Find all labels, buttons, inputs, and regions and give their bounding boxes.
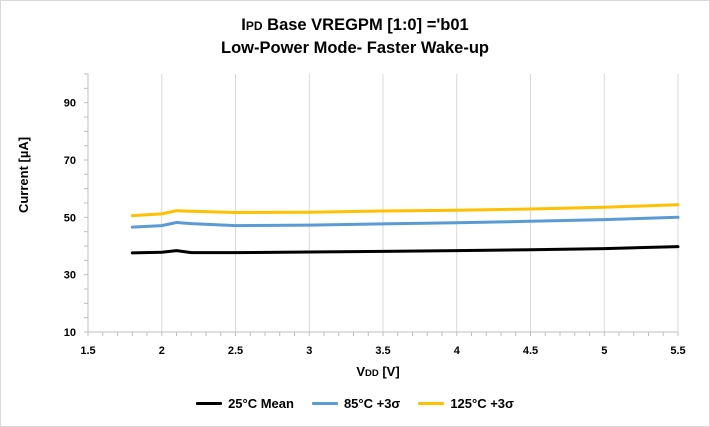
chart-title-line-1: IPD Base VREGPM [1:0] ='b01 <box>0 14 710 37</box>
legend-item-25c: 25°C Mean <box>196 396 294 411</box>
x-axis-label: VDD [V] <box>356 364 399 379</box>
legend-item-85c: 85°C +3σ <box>311 396 401 411</box>
y-axis-label: Current [µA] <box>16 137 31 213</box>
y-tick-label: 50 <box>64 212 76 224</box>
legend-label-125c: 125°C +3σ <box>450 396 514 411</box>
y-tick-label: 70 <box>64 155 76 167</box>
title-subscript: PD <box>245 19 263 33</box>
y-tick-label: 30 <box>64 270 76 282</box>
x-tick-label: 5.5 <box>670 345 685 357</box>
x-tick-label: 2.5 <box>228 345 243 357</box>
legend-label-25c: 25°C Mean <box>228 396 294 411</box>
x-tick-label: 3 <box>306 345 312 357</box>
series-line-2 <box>130 203 680 218</box>
series-line-0 <box>130 245 680 255</box>
x-tick-label: 1.5 <box>80 345 95 357</box>
tick-labels: 10 30 50 70 90 1.5 2 2.5 3 3.5 4 4.5 5 5.5 <box>64 98 686 357</box>
title-prefix: I <box>241 16 246 34</box>
x-tick-label: 4.5 <box>523 345 538 357</box>
title-rest: Base VREGPM [1:0] ='b01 <box>262 16 469 34</box>
series-line-1 <box>130 215 680 229</box>
legend-swatch-25c <box>196 402 223 405</box>
x-label-rest: [V] <box>379 364 400 379</box>
axes <box>84 73 679 336</box>
x-tick-label: 2 <box>159 345 165 357</box>
x-tick-label: 4 <box>454 345 461 357</box>
grid-lines <box>161 74 679 332</box>
y-tick-label: 90 <box>64 98 76 110</box>
legend-swatch-125c <box>418 402 445 405</box>
legend: 25°C Mean 85°C +3σ 125°C +3σ <box>0 396 710 411</box>
x-tick-label: 5 <box>601 345 607 357</box>
legend-item-125c: 125°C +3σ <box>418 396 514 411</box>
legend-label-85c: 85°C +3σ <box>343 396 401 411</box>
x-label-subscript: DD <box>365 368 379 379</box>
x-tick-label: 3.5 <box>375 345 390 357</box>
y-tick-label: 10 <box>64 327 76 339</box>
x-label-main: V <box>356 364 365 379</box>
chart-title-line-2: Low-Power Mode- Faster Wake-up <box>221 39 489 57</box>
legend-swatch-85c <box>311 402 338 405</box>
series-lines <box>130 203 680 255</box>
